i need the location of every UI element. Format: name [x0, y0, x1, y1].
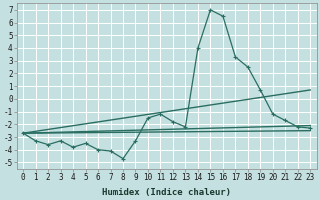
X-axis label: Humidex (Indice chaleur): Humidex (Indice chaleur)	[102, 188, 231, 197]
